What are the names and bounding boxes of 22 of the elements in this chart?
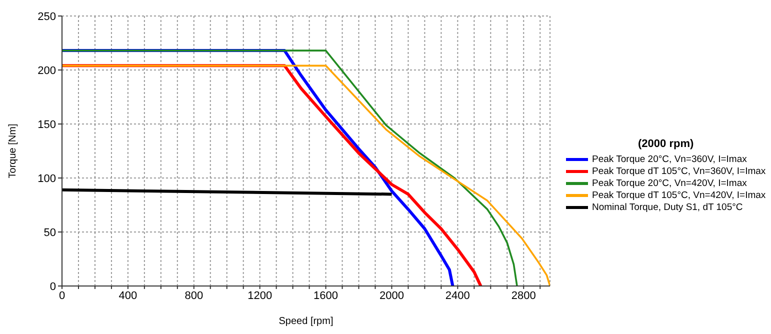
- y-tick-label: 0: [50, 280, 56, 293]
- y-tick-label: 150: [38, 118, 56, 131]
- legend-label: Peak Torque 20°C, Vn=360V, I=Imax: [592, 154, 747, 164]
- y-axis-title: Torque [Nm]: [8, 124, 19, 178]
- y-tick-label: 250: [38, 10, 56, 23]
- legend-label: Peak Torque dT 105°C, Vn=420V, I=Imax: [592, 190, 766, 200]
- x-axis-title: Speed [rpm]: [278, 316, 334, 327]
- legend-label: Nominal Torque, Duty S1, dT 105°C: [592, 202, 743, 212]
- y-tick-label: 200: [38, 64, 56, 77]
- x-tick-label: 400: [118, 290, 138, 302]
- y-tick-label: 50: [44, 226, 56, 239]
- x-tick-label: 0: [58, 290, 66, 302]
- legend-title: (2000 rpm): [637, 138, 695, 150]
- x-tick-label: 2800: [511, 290, 536, 302]
- legend-label: Peak Torque 20°C, Vn=420V, I=Imax: [592, 178, 747, 188]
- y-tick-label: 100: [38, 172, 56, 185]
- x-tick-label: 800: [184, 290, 204, 302]
- x-tick-label: 2400: [445, 290, 470, 302]
- x-tick-label: 1200: [248, 290, 272, 302]
- x-tick-label: 1600: [314, 290, 338, 302]
- x-tick-label: 2000: [379, 290, 404, 302]
- legend-label: Peak Torque dT 105°C, Vn=360V, I=Imax: [592, 166, 766, 176]
